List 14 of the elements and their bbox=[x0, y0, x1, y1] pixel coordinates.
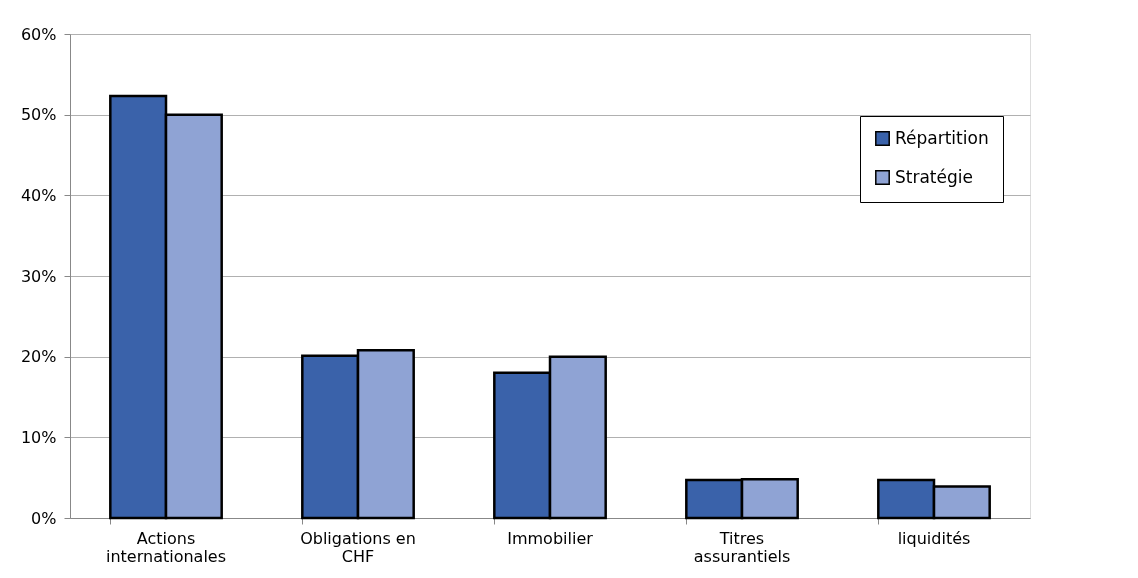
legend-label: Stratégie bbox=[895, 166, 973, 187]
y-tick-label: 0% bbox=[31, 508, 57, 528]
x-tick-label: liquidités bbox=[897, 528, 971, 548]
x-tick-label: Titres assurantiels bbox=[693, 528, 791, 566]
y-tick-label: 10% bbox=[20, 427, 57, 447]
x-tick-label: Immobilier bbox=[507, 528, 594, 548]
y-tick-label: 40% bbox=[20, 185, 57, 205]
y-tick-label: 30% bbox=[20, 266, 57, 286]
x-tick-label: Obligations en CHF bbox=[300, 528, 416, 566]
legend-label: Répartition bbox=[895, 127, 989, 148]
y-tick-label: 60% bbox=[20, 24, 57, 44]
y-tick-label: 50% bbox=[20, 105, 57, 125]
x-tick-label: Actions internationales bbox=[105, 528, 227, 566]
y-tick-label: 20% bbox=[20, 347, 57, 367]
